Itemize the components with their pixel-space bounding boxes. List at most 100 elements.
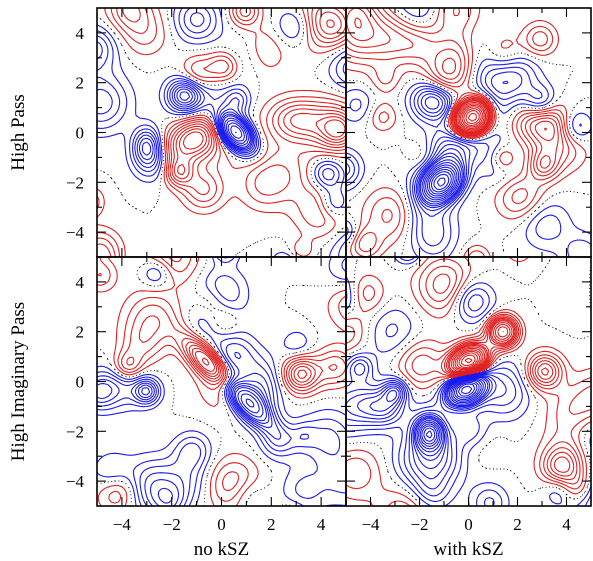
positive-contour [467,112,477,122]
negative-contour [227,122,246,142]
negative-contour [223,117,249,146]
negative-contour [97,257,346,506]
x-tick-label: 0 [217,515,226,534]
negative-contour [415,80,509,211]
negative-contour [356,375,493,470]
positive-contour [450,321,513,373]
negative-contour [141,88,252,156]
contour-panel [346,257,591,506]
frames-layer [96,7,592,507]
negative-contour [418,378,484,450]
positive-contour [464,357,473,364]
negative-contour [421,159,462,203]
y-tick-label: 0 [76,124,85,143]
positive-contour [432,273,578,481]
y-tick-label: 2 [76,323,85,342]
y-tick-label: −4 [66,223,85,242]
zero-contour [97,257,346,506]
positive-contour [346,8,555,169]
negative-contour [234,131,237,134]
positive-contour [346,8,570,253]
y-tick-label: −2 [66,173,84,192]
contour-panel [97,8,346,257]
positive-contour [97,257,346,504]
negative-contour [97,351,309,506]
negative-contour [137,382,273,504]
negative-contour [138,86,254,161]
negative-contour [97,8,346,181]
contour-panel [346,8,591,257]
positive-contour [346,258,591,506]
positive-contour [454,326,509,371]
positive-contour [460,354,476,367]
negative-contour [436,177,446,187]
positive-contour [177,116,346,176]
positive-contour [452,323,511,372]
y-tick-label: 2 [76,74,85,93]
negative-contour [425,383,476,439]
negative-contour [425,164,458,199]
negative-contour [346,71,523,217]
x-tick-label: −4 [113,515,132,534]
positive-contour [459,104,485,130]
negative-contour [225,119,248,144]
positive-contour [443,316,575,477]
y-tick-label: 4 [76,273,85,292]
negative-contour [97,380,282,506]
negative-contour [419,379,482,448]
column-label: with kSZ [433,539,503,560]
labels-layer: 4 2 0 −2 −4 4 2 0 −2 −4 −4 −2 0 2 4 −4 −2 0 2 4 no kSZ with k… [8,24,571,560]
panels-layer [97,8,591,506]
negative-contour [179,91,251,148]
negative-contour [237,389,264,418]
positive-contour [445,317,571,473]
positive-contour [185,341,316,386]
x-tick-label: −4 [361,515,380,534]
positive-contour [456,331,505,370]
x-tick-label: 4 [562,515,571,534]
positive-contour [346,8,559,173]
positive-contour [97,8,346,257]
positive-contour [354,17,548,134]
negative-contour [430,171,452,193]
negative-contour [346,8,591,257]
negative-contour [423,161,460,201]
y-tick-label: −4 [66,472,85,491]
positive-contour [201,357,210,366]
negative-contour [369,376,491,462]
x-tick-label: −2 [163,515,181,534]
positive-contour [182,119,346,150]
positive-contour [458,103,487,131]
positive-contour [346,257,591,506]
negative-contour [230,125,243,139]
positive-contour [457,101,488,132]
negative-contour [386,376,489,457]
positive-contour [458,352,478,369]
negative-contour [97,257,346,506]
positive-contour [191,347,308,379]
column-label: no kSZ [194,539,249,560]
negative-contour [141,385,270,425]
negative-contour [460,385,473,395]
positive-contour [461,106,484,128]
negative-contour [97,257,341,506]
negative-contour [417,96,466,209]
positive-contour [448,320,515,373]
positive-contour [346,8,587,257]
negative-contour [234,386,267,422]
x-tick-label: 0 [464,515,473,534]
negative-contour [423,382,478,443]
negative-contour [416,377,487,453]
negative-contour [421,380,480,445]
x-tick-label: 4 [317,515,326,534]
negative-contour [346,257,591,506]
x-tick-label: 2 [267,515,276,534]
negative-contour [418,152,465,207]
y-tick-label: −2 [66,422,84,441]
positive-contour [346,8,577,257]
positive-contour [97,257,346,492]
positive-contour [97,8,346,257]
positive-contour [465,110,480,125]
negative-contour [426,166,456,197]
